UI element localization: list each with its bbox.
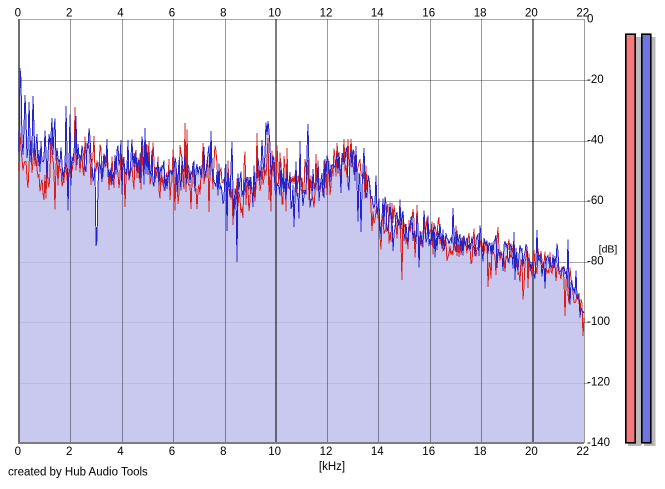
svg-text:2: 2 — [66, 8, 72, 20]
svg-text:-100: -100 — [587, 316, 610, 328]
svg-text:-120: -120 — [587, 377, 610, 389]
svg-text:4: 4 — [117, 8, 124, 20]
svg-text:20: 20 — [525, 446, 538, 458]
svg-text:-80: -80 — [587, 256, 604, 268]
svg-text:-20: -20 — [587, 74, 604, 86]
svg-text:10: 10 — [268, 8, 281, 20]
svg-text:4: 4 — [117, 446, 124, 458]
svg-text:[dB]: [dB] — [599, 244, 618, 256]
svg-text:16: 16 — [422, 446, 435, 458]
svg-text:-60: -60 — [587, 195, 604, 207]
svg-text:12: 12 — [320, 8, 333, 20]
svg-text:0: 0 — [15, 446, 21, 458]
svg-text:created by Hub Audio Tools: created by Hub Audio Tools — [8, 467, 148, 479]
svg-text:14: 14 — [371, 8, 384, 20]
svg-text:16: 16 — [422, 8, 435, 20]
svg-text:18: 18 — [474, 8, 487, 20]
svg-text:12: 12 — [320, 446, 333, 458]
svg-text:8: 8 — [220, 8, 226, 20]
svg-text:2: 2 — [66, 446, 72, 458]
svg-text:0: 0 — [587, 14, 593, 26]
svg-text:20: 20 — [525, 8, 538, 20]
svg-text:14: 14 — [371, 446, 384, 458]
svg-text:6: 6 — [169, 8, 175, 20]
svg-text:6: 6 — [169, 446, 175, 458]
svg-text:18: 18 — [474, 446, 487, 458]
svg-text:-40: -40 — [587, 135, 604, 147]
svg-text:[kHz]: [kHz] — [319, 461, 345, 473]
svg-text:10: 10 — [268, 446, 281, 458]
svg-text:22: 22 — [576, 446, 589, 458]
svg-text:0: 0 — [15, 8, 21, 20]
svg-text:22: 22 — [576, 8, 589, 20]
svg-text:-140: -140 — [587, 437, 610, 449]
svg-text:8: 8 — [220, 446, 226, 458]
